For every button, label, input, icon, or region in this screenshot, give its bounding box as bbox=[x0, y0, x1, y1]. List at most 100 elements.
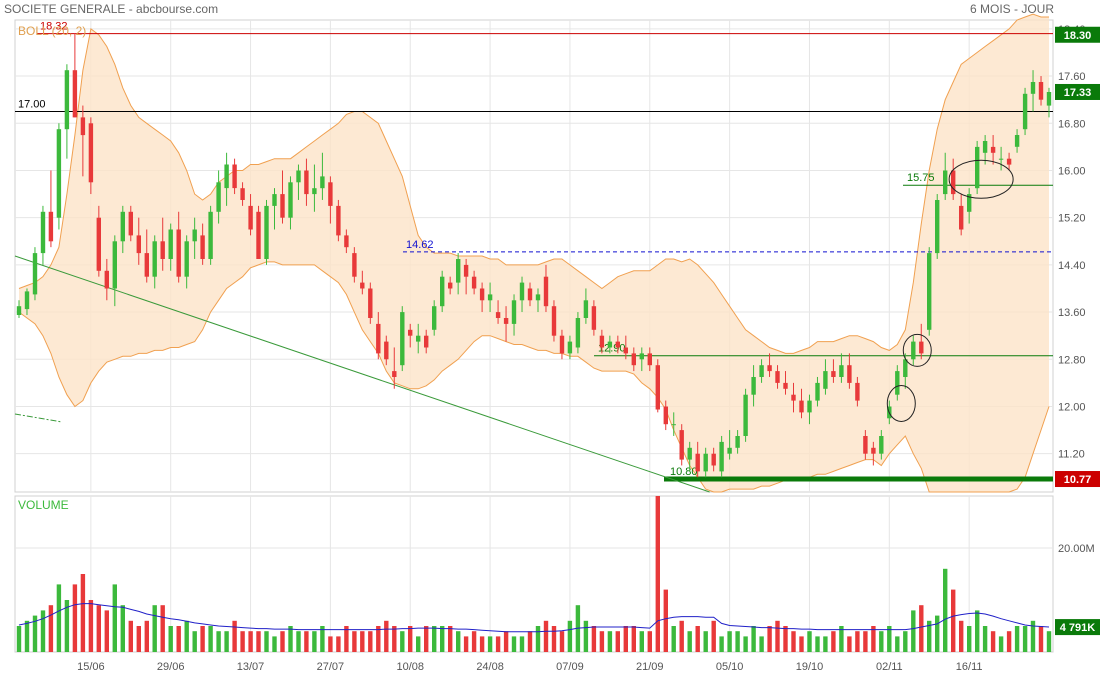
price-tick-label: 16.00 bbox=[1058, 165, 1086, 177]
candle-body bbox=[647, 353, 652, 366]
candle-body bbox=[935, 200, 940, 254]
candle-body bbox=[623, 347, 628, 354]
volume-bar bbox=[911, 610, 916, 652]
volume-bar bbox=[967, 626, 972, 652]
candle-body bbox=[1014, 135, 1020, 147]
candle-body bbox=[663, 406, 668, 425]
volume-bar bbox=[655, 496, 660, 652]
candle-body bbox=[895, 371, 900, 395]
annotation-circle bbox=[948, 159, 1014, 199]
volume-bar bbox=[511, 636, 517, 652]
volume-bar bbox=[344, 626, 349, 652]
candle-body bbox=[519, 282, 525, 301]
candle-body bbox=[312, 188, 317, 195]
volume-bar bbox=[687, 631, 692, 652]
volume-bar bbox=[40, 610, 46, 652]
candle-body bbox=[272, 194, 277, 206]
volume-bar bbox=[943, 568, 948, 652]
volume-bar bbox=[671, 626, 676, 652]
volume-bar bbox=[144, 620, 149, 652]
volume-bars bbox=[16, 496, 1052, 652]
trendline-layer bbox=[14, 255, 710, 493]
volume-tag bbox=[1055, 619, 1100, 636]
candle-body bbox=[471, 276, 477, 289]
price-tick-label: 16.80 bbox=[1058, 118, 1086, 130]
volume-bar bbox=[847, 636, 852, 652]
candle-body bbox=[735, 436, 740, 448]
candle-body bbox=[695, 453, 700, 472]
candle-body bbox=[863, 436, 868, 454]
volume-bar bbox=[224, 631, 229, 652]
candle-body bbox=[535, 294, 541, 301]
volume-bar bbox=[567, 620, 573, 652]
candle-body bbox=[687, 447, 692, 460]
date-tick-label: 07/09 bbox=[556, 661, 584, 673]
price-tick-label: 17.60 bbox=[1058, 71, 1086, 83]
candle-body bbox=[759, 365, 764, 377]
volume-bar bbox=[448, 626, 453, 652]
candle-body bbox=[320, 176, 325, 189]
volume-bar bbox=[456, 631, 461, 652]
volume-bar bbox=[831, 631, 836, 652]
candle-body bbox=[879, 436, 884, 454]
volume-bar bbox=[1006, 631, 1012, 652]
price-tick-label: 14.40 bbox=[1058, 260, 1086, 272]
candle-body bbox=[487, 294, 493, 301]
volume-bar bbox=[240, 631, 245, 652]
candle-body bbox=[352, 253, 357, 277]
volume-bar bbox=[392, 626, 397, 652]
chart-period: 6 MOIS - JOUR bbox=[969, 2, 1054, 16]
price-tick-label: 13.60 bbox=[1058, 307, 1086, 319]
volume-bar bbox=[791, 631, 796, 652]
volume-bar bbox=[80, 574, 86, 652]
candle-body bbox=[280, 194, 285, 218]
annotation-circle bbox=[886, 385, 916, 422]
price-tag-label: 17.33 bbox=[1064, 87, 1092, 99]
candle-body bbox=[527, 288, 533, 301]
volume-bar bbox=[104, 610, 109, 652]
candle-body bbox=[743, 394, 748, 436]
date-tick-label: 27/07 bbox=[317, 661, 345, 673]
level-label: 14.62 bbox=[406, 239, 434, 251]
candle-body bbox=[799, 400, 804, 413]
level-label: 17.00 bbox=[18, 98, 46, 110]
candle-body bbox=[583, 300, 589, 318]
volume-bar bbox=[975, 610, 980, 652]
volume-bar bbox=[719, 636, 724, 652]
candle-body bbox=[288, 182, 293, 218]
volume-bar bbox=[799, 636, 804, 652]
volume-bar bbox=[184, 620, 189, 652]
price-tick-label: 11.20 bbox=[1058, 449, 1085, 461]
volume-bar bbox=[368, 631, 373, 652]
candle-body bbox=[328, 182, 333, 206]
volume-bar bbox=[72, 584, 78, 652]
volume-bar bbox=[320, 626, 325, 652]
price-tick-label: 12.00 bbox=[1058, 401, 1086, 413]
volume-label: VOLUME bbox=[18, 498, 69, 512]
volume-bar bbox=[192, 631, 197, 652]
candle-body bbox=[96, 217, 101, 271]
candle-body bbox=[64, 70, 70, 130]
volume-bar bbox=[136, 626, 141, 652]
volume-bar bbox=[543, 620, 549, 652]
volume-bar bbox=[487, 636, 493, 652]
candle-body bbox=[32, 253, 38, 295]
candle-body bbox=[463, 264, 469, 277]
volume-bar bbox=[424, 626, 429, 652]
volume-bar bbox=[863, 631, 868, 652]
volume-bar bbox=[647, 631, 652, 652]
candle-body bbox=[408, 329, 413, 336]
candle-body bbox=[831, 371, 836, 377]
candle-body bbox=[16, 306, 22, 315]
volume-bar bbox=[160, 605, 165, 652]
candle-body bbox=[967, 194, 972, 212]
candle-body bbox=[192, 229, 197, 242]
candle-body bbox=[998, 158, 1004, 160]
price-tag bbox=[1055, 83, 1100, 100]
volume-bar bbox=[336, 636, 341, 652]
candle-body bbox=[511, 300, 517, 324]
candle-body bbox=[336, 205, 341, 236]
candle-body bbox=[432, 306, 437, 330]
volume-bar bbox=[16, 626, 22, 652]
